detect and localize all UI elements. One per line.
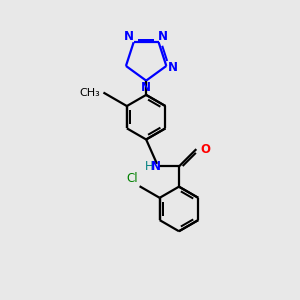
Text: H: H: [145, 160, 153, 173]
Text: N: N: [158, 31, 168, 44]
Text: N: N: [151, 160, 161, 173]
Text: CH₃: CH₃: [80, 88, 100, 98]
Text: N: N: [124, 31, 134, 44]
Text: N: N: [168, 61, 178, 74]
Text: O: O: [200, 142, 210, 156]
Text: N: N: [141, 81, 151, 94]
Text: Cl: Cl: [126, 172, 138, 185]
